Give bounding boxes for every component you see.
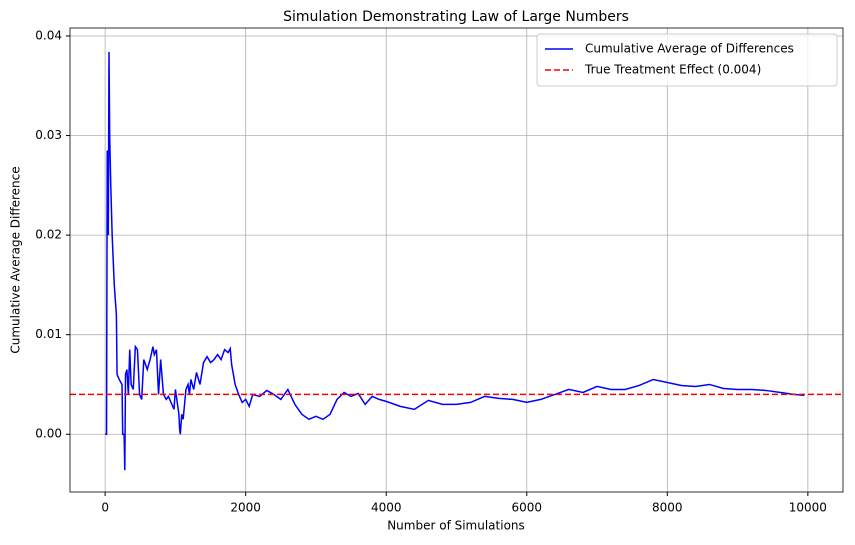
x-tick-label: 2000 bbox=[230, 501, 261, 515]
y-tick-label: 0.02 bbox=[35, 228, 62, 242]
x-tick-label: 0 bbox=[101, 501, 109, 515]
legend-label: True Treatment Effect (0.004) bbox=[584, 63, 761, 77]
y-tick-label: 0.04 bbox=[35, 28, 62, 42]
y-axis-label: Cumulative Average Difference bbox=[9, 166, 23, 353]
x-tick-label: 10000 bbox=[789, 501, 827, 515]
y-tick-label: 0.00 bbox=[35, 427, 62, 441]
legend: Cumulative Average of Differences True Tr… bbox=[536, 33, 838, 87]
y-tick-label: 0.01 bbox=[35, 327, 62, 341]
chart-title: Simulation Demonstrating Law of Large Nu… bbox=[283, 9, 629, 25]
legend-label: Cumulative Average of Differences bbox=[585, 42, 794, 56]
x-tick-label: 8000 bbox=[652, 501, 683, 515]
data-line bbox=[105, 51, 805, 471]
plot-frame bbox=[69, 27, 844, 493]
legend-box bbox=[536, 33, 838, 87]
x-tick-label: 6000 bbox=[511, 501, 542, 515]
y-tick-label: 0.03 bbox=[35, 128, 62, 142]
x-tick-label: 4000 bbox=[371, 501, 402, 515]
x-axis-label: Number of Simulations bbox=[387, 519, 525, 533]
